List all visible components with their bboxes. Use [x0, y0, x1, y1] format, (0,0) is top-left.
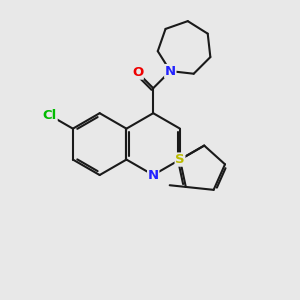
- Text: N: N: [148, 169, 159, 182]
- Text: S: S: [175, 153, 185, 166]
- Text: Cl: Cl: [43, 109, 57, 122]
- Text: O: O: [132, 66, 143, 79]
- Text: N: N: [165, 64, 176, 78]
